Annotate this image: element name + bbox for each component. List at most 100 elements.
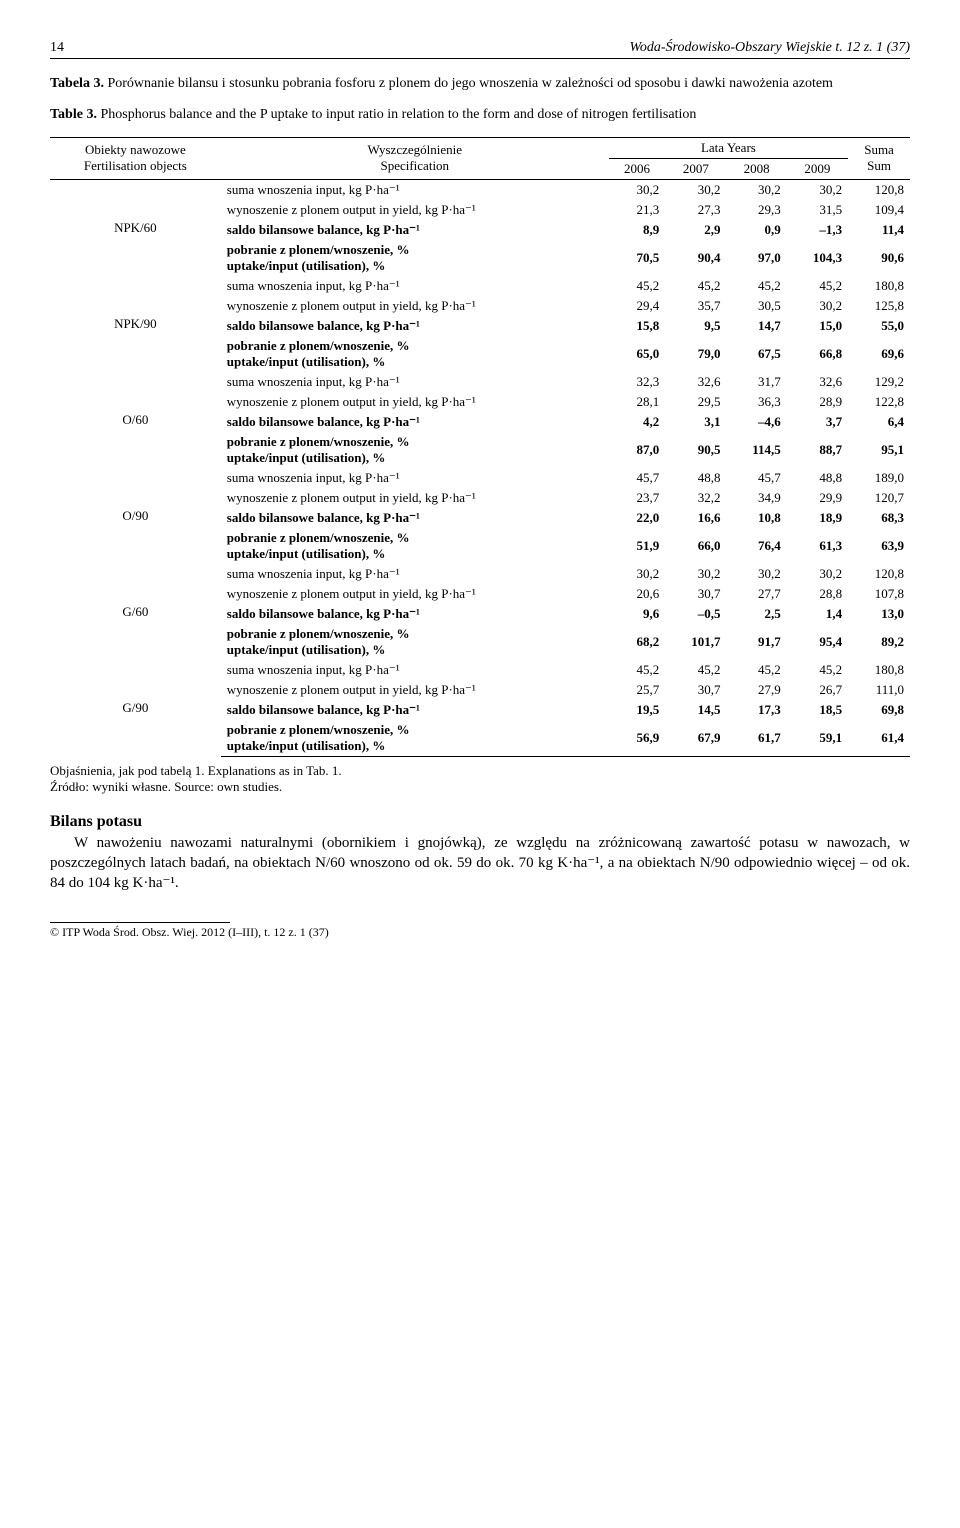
th-objects: Obiekty nawozowe Fertilisation objects (50, 137, 221, 179)
num-cell: 68,2 (609, 624, 665, 660)
num-cell: 30,7 (665, 584, 726, 604)
num-cell: 15,0 (787, 316, 848, 336)
spec-cell: suma wnoszenia input, kg P·ha⁻¹ (221, 564, 609, 584)
th-sum-pl: Suma (864, 142, 894, 157)
num-cell: 29,9 (787, 488, 848, 508)
num-cell: 18,9 (787, 508, 848, 528)
object-cell: NPK/90 (50, 276, 221, 372)
num-cell: 29,5 (665, 392, 726, 412)
num-cell: 31,5 (787, 200, 848, 220)
spec-cell: wynoszenie z plonem output in yield, kg … (221, 296, 609, 316)
th-objects-pl: Obiekty nawozowe (85, 142, 186, 157)
num-cell: 2,5 (727, 604, 787, 624)
th-spec-pl: Wyszczególnienie (368, 142, 463, 157)
num-cell: 79,0 (665, 336, 726, 372)
spec-cell: pobranie z plonem/wnoszenie, %uptake/inp… (221, 336, 609, 372)
spec-cell: suma wnoszenia input, kg P·ha⁻¹ (221, 276, 609, 296)
num-cell: 88,7 (787, 432, 848, 468)
num-cell: 104,3 (787, 240, 848, 276)
spec-cell: wynoszenie z plonem output in yield, kg … (221, 680, 609, 700)
num-cell: 6,4 (848, 412, 910, 432)
section-para: W nawożeniu nawozami naturalnymi (oborni… (50, 833, 910, 894)
num-cell: 10,8 (727, 508, 787, 528)
num-cell: 32,3 (609, 372, 665, 392)
num-cell: 68,3 (848, 508, 910, 528)
num-cell: 1,4 (787, 604, 848, 624)
num-cell: 45,2 (665, 660, 726, 680)
num-cell: 63,9 (848, 528, 910, 564)
spec-cell: wynoszenie z plonem output in yield, kg … (221, 488, 609, 508)
num-cell: 30,2 (665, 179, 726, 200)
num-cell: 14,5 (665, 700, 726, 720)
num-cell: 3,7 (787, 412, 848, 432)
num-cell: 122,8 (848, 392, 910, 412)
num-cell: 129,2 (848, 372, 910, 392)
num-cell: 30,2 (787, 296, 848, 316)
num-cell: 70,5 (609, 240, 665, 276)
num-cell: 45,2 (665, 276, 726, 296)
note-explain: Objaśnienia, jak pod tabelą 1. Explanati… (50, 763, 910, 779)
spec-cell: saldo bilansowe balance, kg P·ha⁻¹ (221, 508, 609, 528)
num-cell: 30,7 (665, 680, 726, 700)
num-cell: 101,7 (665, 624, 726, 660)
num-cell: 45,7 (727, 468, 787, 488)
spec-cell: wynoszenie z plonem output in yield, kg … (221, 584, 609, 604)
num-cell: 29,3 (727, 200, 787, 220)
num-cell: 90,6 (848, 240, 910, 276)
num-cell: 3,1 (665, 412, 726, 432)
section-heading: Bilans potasu (50, 813, 910, 831)
spec-cell: saldo bilansowe balance, kg P·ha⁻¹ (221, 316, 609, 336)
page-footer: © ITP Woda Środ. Obsz. Wiej. 2012 (I–III… (50, 922, 910, 940)
num-cell: 11,4 (848, 220, 910, 240)
table-row: G/60suma wnoszenia input, kg P·ha⁻¹30,23… (50, 564, 910, 584)
num-cell: 45,2 (727, 660, 787, 680)
num-cell: 89,2 (848, 624, 910, 660)
num-cell: 9,6 (609, 604, 665, 624)
num-cell: 87,0 (609, 432, 665, 468)
num-cell: 30,2 (609, 564, 665, 584)
num-cell: 26,7 (787, 680, 848, 700)
num-cell: 90,5 (665, 432, 726, 468)
table-row: O/60suma wnoszenia input, kg P·ha⁻¹32,33… (50, 372, 910, 392)
num-cell: 125,8 (848, 296, 910, 316)
num-cell: 36,3 (727, 392, 787, 412)
num-cell: 107,8 (848, 584, 910, 604)
num-cell: 16,6 (665, 508, 726, 528)
spec-cell: pobranie z plonem/wnoszenie, %uptake/inp… (221, 432, 609, 468)
num-cell: 32,2 (665, 488, 726, 508)
th-objects-en: Fertilisation objects (84, 158, 187, 173)
table-notes: Objaśnienia, jak pod tabelą 1. Explanati… (50, 763, 910, 795)
caption-pl: Tabela 3. Porównanie bilansu i stosunku … (50, 75, 910, 94)
num-cell: 95,1 (848, 432, 910, 468)
num-cell: 120,7 (848, 488, 910, 508)
caption-en-label: Table 3. (50, 107, 97, 122)
num-cell: 22,0 (609, 508, 665, 528)
num-cell: 0,9 (727, 220, 787, 240)
num-cell: 27,7 (727, 584, 787, 604)
th-spec-en: Specification (380, 158, 449, 173)
num-cell: 61,7 (727, 720, 787, 757)
num-cell: 67,5 (727, 336, 787, 372)
num-cell: 61,3 (787, 528, 848, 564)
spec-cell: pobranie z plonem/wnoszenie, %uptake/inp… (221, 240, 609, 276)
note-source: Źródło: wyniki własne. Source: own studi… (50, 779, 910, 795)
num-cell: 45,2 (727, 276, 787, 296)
th-years-label: Lata Years (609, 137, 848, 158)
num-cell: 30,2 (787, 179, 848, 200)
num-cell: 91,7 (727, 624, 787, 660)
num-cell: 14,7 (727, 316, 787, 336)
num-cell: –4,6 (727, 412, 787, 432)
num-cell: 28,9 (787, 392, 848, 412)
num-cell: 120,8 (848, 564, 910, 584)
running-header: 14 Woda-Środowisko-Obszary Wiejskie t. 1… (50, 40, 910, 59)
num-cell: 15,8 (609, 316, 665, 336)
num-cell: 9,5 (665, 316, 726, 336)
spec-cell: suma wnoszenia input, kg P·ha⁻¹ (221, 179, 609, 200)
num-cell: 114,5 (727, 432, 787, 468)
num-cell: 19,5 (609, 700, 665, 720)
num-cell: 59,1 (787, 720, 848, 757)
num-cell: 120,8 (848, 179, 910, 200)
num-cell: 13,0 (848, 604, 910, 624)
num-cell: 18,5 (787, 700, 848, 720)
caption-en: Table 3. Phosphorus balance and the P up… (50, 106, 910, 125)
